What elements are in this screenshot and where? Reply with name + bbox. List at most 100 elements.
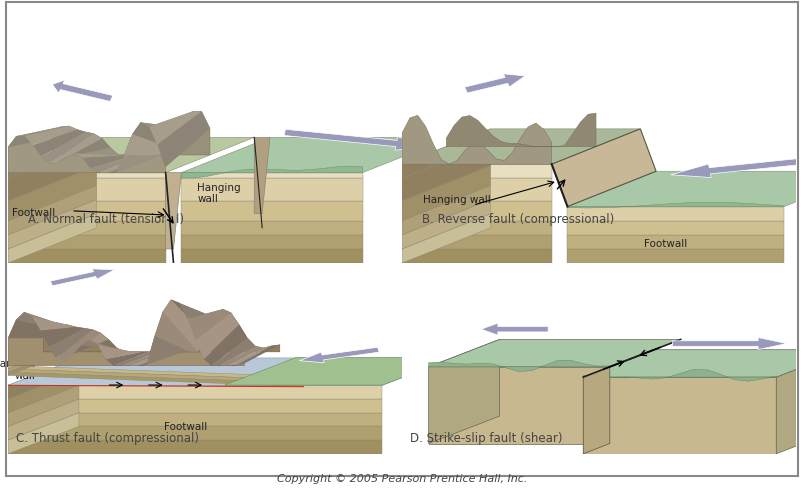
Polygon shape <box>8 179 165 202</box>
Polygon shape <box>130 352 173 366</box>
Polygon shape <box>163 300 206 352</box>
FancyArrow shape <box>670 158 803 178</box>
Polygon shape <box>116 156 169 173</box>
Polygon shape <box>402 249 551 264</box>
Polygon shape <box>220 346 263 366</box>
Polygon shape <box>8 173 165 179</box>
Text: Footwall: Footwall <box>643 238 687 248</box>
Polygon shape <box>8 200 96 249</box>
Polygon shape <box>8 186 96 235</box>
Polygon shape <box>567 249 783 264</box>
Polygon shape <box>171 300 214 336</box>
Polygon shape <box>73 340 116 354</box>
Polygon shape <box>428 361 609 372</box>
Text: Hanging
wall: Hanging wall <box>0 358 35 380</box>
Polygon shape <box>141 112 193 129</box>
Polygon shape <box>66 148 119 158</box>
Text: D. Strike-slip fault (shear): D. Strike-slip fault (shear) <box>410 430 561 444</box>
Polygon shape <box>8 166 96 221</box>
Polygon shape <box>8 249 165 264</box>
Polygon shape <box>567 203 783 208</box>
Polygon shape <box>8 138 254 173</box>
Polygon shape <box>582 370 776 382</box>
Polygon shape <box>8 143 96 202</box>
Polygon shape <box>8 372 79 413</box>
Text: Hanging wall: Hanging wall <box>422 194 491 204</box>
Polygon shape <box>8 427 382 440</box>
Polygon shape <box>181 202 362 221</box>
Polygon shape <box>24 312 68 325</box>
Polygon shape <box>224 358 453 386</box>
Polygon shape <box>181 173 362 179</box>
FancyArrow shape <box>52 81 112 102</box>
Polygon shape <box>181 249 362 264</box>
Polygon shape <box>16 127 69 137</box>
Polygon shape <box>582 377 776 454</box>
Polygon shape <box>41 133 94 164</box>
Polygon shape <box>181 167 362 179</box>
Polygon shape <box>50 134 102 164</box>
Polygon shape <box>124 135 177 156</box>
Polygon shape <box>108 156 160 173</box>
Polygon shape <box>43 309 279 352</box>
Polygon shape <box>65 333 108 360</box>
Polygon shape <box>91 156 144 173</box>
Polygon shape <box>99 156 152 173</box>
Polygon shape <box>83 156 135 169</box>
Polygon shape <box>428 367 609 444</box>
Polygon shape <box>8 372 304 386</box>
Polygon shape <box>25 127 77 146</box>
Text: C. Thrust fault (compressional): C. Thrust fault (compressional) <box>16 430 198 444</box>
Polygon shape <box>8 221 165 235</box>
Text: Footwall: Footwall <box>12 208 55 218</box>
Polygon shape <box>8 123 165 173</box>
Polygon shape <box>114 352 157 366</box>
Polygon shape <box>428 340 680 367</box>
Polygon shape <box>41 327 84 347</box>
FancyArrow shape <box>300 347 378 363</box>
Polygon shape <box>122 352 165 366</box>
Polygon shape <box>57 330 100 360</box>
Polygon shape <box>8 320 51 339</box>
Polygon shape <box>402 179 551 202</box>
Text: Hanging
wall: Hanging wall <box>197 182 240 204</box>
Polygon shape <box>776 350 803 454</box>
Polygon shape <box>8 399 382 413</box>
Polygon shape <box>146 336 190 365</box>
Polygon shape <box>8 214 96 264</box>
Polygon shape <box>81 341 124 352</box>
Polygon shape <box>8 138 96 179</box>
Polygon shape <box>224 358 453 385</box>
FancyArrow shape <box>51 269 114 286</box>
FancyArrow shape <box>671 338 785 350</box>
Polygon shape <box>181 235 362 249</box>
Polygon shape <box>236 345 279 366</box>
Polygon shape <box>89 341 133 352</box>
Polygon shape <box>8 440 382 454</box>
Polygon shape <box>157 112 210 168</box>
Polygon shape <box>402 200 490 249</box>
Polygon shape <box>582 350 803 377</box>
Polygon shape <box>8 339 79 369</box>
Polygon shape <box>8 127 60 148</box>
Text: B. Reverse fault (compressional): B. Reverse fault (compressional) <box>421 212 613 225</box>
Polygon shape <box>32 317 76 331</box>
Polygon shape <box>58 139 110 163</box>
Polygon shape <box>181 138 450 173</box>
Polygon shape <box>106 352 149 366</box>
Polygon shape <box>8 386 382 399</box>
Polygon shape <box>165 173 181 249</box>
Polygon shape <box>154 312 198 352</box>
Polygon shape <box>211 338 255 366</box>
Polygon shape <box>402 130 490 179</box>
Polygon shape <box>402 143 490 202</box>
Polygon shape <box>98 345 141 359</box>
Polygon shape <box>203 325 247 366</box>
Polygon shape <box>402 202 551 221</box>
Text: A. Normal fault (tensional): A. Normal fault (tensional) <box>27 212 184 225</box>
Polygon shape <box>181 221 362 235</box>
Polygon shape <box>8 358 453 386</box>
Polygon shape <box>428 340 499 444</box>
Polygon shape <box>49 328 92 358</box>
FancyArrow shape <box>283 130 426 151</box>
